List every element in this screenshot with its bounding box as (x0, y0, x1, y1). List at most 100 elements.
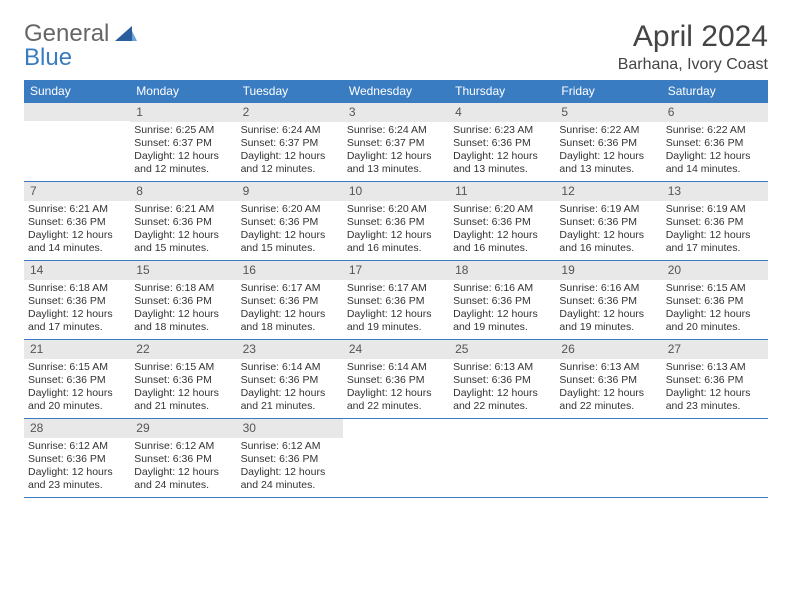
day-detail-line: Sunrise: 6:22 AM (559, 124, 657, 137)
day-detail-line: Daylight: 12 hours (347, 150, 445, 163)
week-row: 21Sunrise: 6:15 AMSunset: 6:36 PMDayligh… (24, 339, 768, 418)
day-cell: 8Sunrise: 6:21 AMSunset: 6:36 PMDaylight… (130, 182, 236, 260)
day-details: Sunrise: 6:20 AMSunset: 6:36 PMDaylight:… (449, 201, 555, 260)
day-number: 8 (130, 182, 236, 201)
calendar: SundayMondayTuesdayWednesdayThursdayFrid… (24, 80, 768, 498)
day-detail-line: Sunrise: 6:25 AM (134, 124, 232, 137)
day-detail-line: and 20 minutes. (666, 321, 764, 334)
day-details: Sunrise: 6:17 AMSunset: 6:36 PMDaylight:… (343, 280, 449, 339)
day-detail-line: Daylight: 12 hours (666, 387, 764, 400)
day-cell: 10Sunrise: 6:20 AMSunset: 6:36 PMDayligh… (343, 182, 449, 260)
day-header-cell: Saturday (662, 80, 768, 102)
day-detail-line: Sunrise: 6:14 AM (347, 361, 445, 374)
day-detail-line: and 13 minutes. (347, 163, 445, 176)
day-detail-line: and 24 minutes. (241, 479, 339, 492)
day-detail-line: Sunrise: 6:16 AM (559, 282, 657, 295)
day-cell: 21Sunrise: 6:15 AMSunset: 6:36 PMDayligh… (24, 340, 130, 418)
day-detail-line: and 18 minutes. (134, 321, 232, 334)
day-detail-line: and 14 minutes. (28, 242, 126, 255)
day-details: Sunrise: 6:13 AMSunset: 6:36 PMDaylight:… (449, 359, 555, 418)
day-detail-line: Sunset: 6:36 PM (28, 216, 126, 229)
day-number: 9 (237, 182, 343, 201)
day-number: 24 (343, 340, 449, 359)
day-cell: 14Sunrise: 6:18 AMSunset: 6:36 PMDayligh… (24, 261, 130, 339)
day-details: Sunrise: 6:18 AMSunset: 6:36 PMDaylight:… (24, 280, 130, 339)
day-details: Sunrise: 6:24 AMSunset: 6:37 PMDaylight:… (343, 122, 449, 181)
empty-cell (343, 419, 449, 497)
day-detail-line: Daylight: 12 hours (666, 150, 764, 163)
day-detail-line: Sunset: 6:36 PM (666, 374, 764, 387)
day-detail-line: and 21 minutes. (134, 400, 232, 413)
empty-cell (555, 419, 661, 497)
day-detail-line: Sunset: 6:36 PM (28, 295, 126, 308)
day-details: Sunrise: 6:22 AMSunset: 6:36 PMDaylight:… (555, 122, 661, 181)
day-details: Sunrise: 6:13 AMSunset: 6:36 PMDaylight:… (662, 359, 768, 418)
day-cell: 13Sunrise: 6:19 AMSunset: 6:36 PMDayligh… (662, 182, 768, 260)
day-detail-line: Sunset: 6:36 PM (28, 453, 126, 466)
day-detail-line: Sunset: 6:36 PM (134, 216, 232, 229)
logo-triangle-icon (115, 20, 137, 48)
day-cell: 11Sunrise: 6:20 AMSunset: 6:36 PMDayligh… (449, 182, 555, 260)
day-detail-line: Sunset: 6:36 PM (559, 216, 657, 229)
day-detail-line: and 15 minutes. (134, 242, 232, 255)
day-number: 2 (237, 103, 343, 122)
day-cell: 28Sunrise: 6:12 AMSunset: 6:36 PMDayligh… (24, 419, 130, 497)
day-details: Sunrise: 6:15 AMSunset: 6:36 PMDaylight:… (24, 359, 130, 418)
month-title: April 2024 (618, 20, 768, 54)
day-header-cell: Thursday (449, 80, 555, 102)
day-detail-line: Daylight: 12 hours (666, 308, 764, 321)
day-detail-line: Sunset: 6:36 PM (134, 295, 232, 308)
day-details: Sunrise: 6:20 AMSunset: 6:36 PMDaylight:… (343, 201, 449, 260)
day-detail-line: Daylight: 12 hours (347, 229, 445, 242)
day-detail-line: and 17 minutes. (28, 321, 126, 334)
location: Barhana, Ivory Coast (618, 56, 768, 74)
day-detail-line: Sunset: 6:36 PM (134, 374, 232, 387)
day-detail-line: and 14 minutes. (666, 163, 764, 176)
day-details: Sunrise: 6:19 AMSunset: 6:36 PMDaylight:… (555, 201, 661, 260)
day-detail-line: Sunrise: 6:17 AM (241, 282, 339, 295)
day-details: Sunrise: 6:12 AMSunset: 6:36 PMDaylight:… (24, 438, 130, 497)
day-detail-line: and 13 minutes. (453, 163, 551, 176)
day-detail-line: Sunrise: 6:23 AM (453, 124, 551, 137)
day-details: Sunrise: 6:14 AMSunset: 6:36 PMDaylight:… (237, 359, 343, 418)
day-detail-line: and 20 minutes. (28, 400, 126, 413)
day-details: Sunrise: 6:15 AMSunset: 6:36 PMDaylight:… (130, 359, 236, 418)
day-number: 30 (237, 419, 343, 438)
day-detail-line: and 19 minutes. (453, 321, 551, 334)
day-detail-line: Daylight: 12 hours (347, 308, 445, 321)
day-detail-line: Sunset: 6:36 PM (241, 374, 339, 387)
day-detail-line: Daylight: 12 hours (453, 229, 551, 242)
day-detail-line: and 21 minutes. (241, 400, 339, 413)
day-header-cell: Wednesday (343, 80, 449, 102)
day-number: 1 (130, 103, 236, 122)
empty-cell (662, 419, 768, 497)
day-cell: 4Sunrise: 6:23 AMSunset: 6:36 PMDaylight… (449, 103, 555, 181)
day-detail-line: and 17 minutes. (666, 242, 764, 255)
week-row: 14Sunrise: 6:18 AMSunset: 6:36 PMDayligh… (24, 260, 768, 339)
day-cell: 17Sunrise: 6:17 AMSunset: 6:36 PMDayligh… (343, 261, 449, 339)
day-detail-line: and 23 minutes. (28, 479, 126, 492)
day-cell: 26Sunrise: 6:13 AMSunset: 6:36 PMDayligh… (555, 340, 661, 418)
day-detail-line: Daylight: 12 hours (28, 229, 126, 242)
day-detail-line: Sunset: 6:36 PM (453, 137, 551, 150)
day-detail-line: Sunrise: 6:17 AM (347, 282, 445, 295)
day-detail-line: Sunrise: 6:19 AM (559, 203, 657, 216)
day-detail-line: Sunrise: 6:19 AM (666, 203, 764, 216)
day-detail-line: Daylight: 12 hours (559, 229, 657, 242)
day-detail-line: Daylight: 12 hours (453, 308, 551, 321)
day-detail-line: Daylight: 12 hours (134, 466, 232, 479)
day-detail-line: Sunrise: 6:13 AM (666, 361, 764, 374)
day-number: 20 (662, 261, 768, 280)
day-cell: 30Sunrise: 6:12 AMSunset: 6:36 PMDayligh… (237, 419, 343, 497)
day-detail-line: Sunset: 6:36 PM (347, 374, 445, 387)
day-cell: 3Sunrise: 6:24 AMSunset: 6:37 PMDaylight… (343, 103, 449, 181)
day-detail-line: and 12 minutes. (134, 163, 232, 176)
week-row: 7Sunrise: 6:21 AMSunset: 6:36 PMDaylight… (24, 181, 768, 260)
day-details: Sunrise: 6:24 AMSunset: 6:37 PMDaylight:… (237, 122, 343, 181)
day-details: Sunrise: 6:14 AMSunset: 6:36 PMDaylight:… (343, 359, 449, 418)
day-detail-line: Sunrise: 6:20 AM (241, 203, 339, 216)
day-detail-line: Sunset: 6:36 PM (453, 374, 551, 387)
day-detail-line: Sunrise: 6:15 AM (666, 282, 764, 295)
day-detail-line: Daylight: 12 hours (134, 229, 232, 242)
day-number: 21 (24, 340, 130, 359)
